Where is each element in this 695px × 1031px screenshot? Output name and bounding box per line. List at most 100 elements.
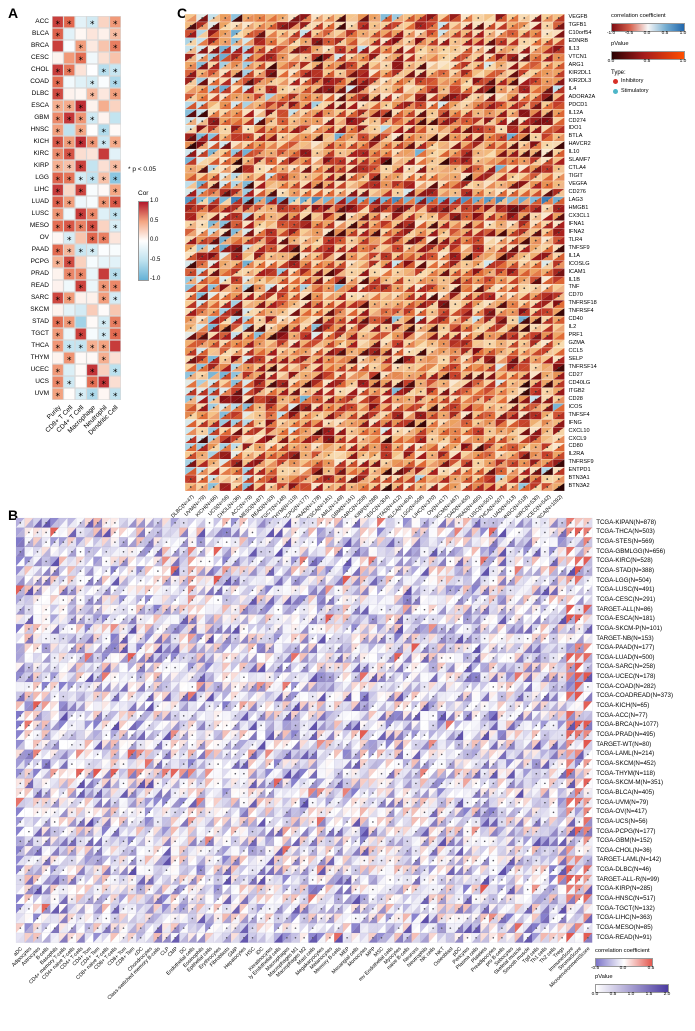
- row-label: TCGA-ESCA(N=181): [596, 615, 655, 623]
- row-label: LAG3: [568, 197, 583, 204]
- row-label: CD80: [568, 443, 583, 450]
- row-label: IDO1: [568, 125, 582, 132]
- row-label: CX3CL1: [568, 212, 590, 219]
- row-label: TCGA-KIRC(N=528): [596, 557, 653, 565]
- row-label: KIRP: [33, 161, 49, 169]
- row-label: ARG1: [568, 61, 584, 68]
- row-label: READ: [30, 281, 49, 289]
- row-label: DLBC: [31, 89, 49, 97]
- row-label: TCGA-SKCM-M(N=351): [596, 779, 664, 787]
- legend-tick: 1.0: [679, 31, 687, 36]
- row-label: TCGA-CHOL(N=36): [596, 846, 652, 854]
- legend-tick: 1.5: [645, 992, 653, 997]
- legend-tick: -1.0: [150, 276, 161, 282]
- row-label: BLCA: [32, 29, 49, 37]
- row-label: TCGA-BRCA(N=1077): [596, 721, 659, 729]
- panel-a: A * p < 0.05 Cor ACCBLCABRCACESCCHOLCOAD…: [6, 6, 175, 484]
- legend-tick: 0.5: [643, 59, 651, 64]
- row-label: ICOSLG: [568, 260, 590, 267]
- type-label: Stimulatory: [621, 88, 649, 94]
- panel-b-pvalue-legend-title: pValue: [595, 974, 613, 980]
- panel-c-pvalue-colorbar: [611, 51, 685, 60]
- row-label: IL4: [568, 85, 577, 92]
- panel-b-heatmap: [6, 508, 695, 1031]
- row-label: TCGA-CESC(N=291): [596, 595, 656, 603]
- row-label: TIGIT: [568, 173, 583, 180]
- row-label: TNFSF4: [568, 411, 590, 418]
- row-label: TNF: [568, 284, 580, 291]
- stimulatory-dot-icon: [613, 89, 618, 95]
- panel-a-cor-legend-title: Cor: [138, 190, 149, 197]
- row-label: TCGA-LAML(N=214): [596, 750, 655, 758]
- row-label: HAVCR2: [568, 141, 591, 148]
- row-label: TCGA-DLBC(N=46): [596, 866, 652, 874]
- row-label: THCA: [31, 341, 49, 349]
- panel-a-cor-colorbar: [138, 201, 149, 281]
- row-label: LUAD: [31, 197, 49, 205]
- row-label: ENTPD1: [568, 467, 591, 474]
- row-label: TNFRSF14: [568, 363, 597, 370]
- row-label: PDCD1: [568, 101, 588, 108]
- row-label: TCGA-ACC(N=77): [596, 711, 648, 719]
- row-label: ITGB2: [568, 387, 585, 394]
- row-label: COAD: [30, 77, 49, 85]
- row-label: CTLA4: [568, 165, 586, 172]
- row-label: TCGA-MESO(N=85): [596, 924, 653, 932]
- row-label: TCGA-COADREAD(N=373): [596, 692, 674, 700]
- panel-c-corr-legend-title: correlation coefficient: [611, 13, 666, 19]
- type-legend-entry: Stimulatory: [613, 88, 649, 95]
- legend-tick: 0.5: [661, 31, 669, 36]
- row-label: SELP: [568, 356, 583, 363]
- row-label: BRCA: [30, 41, 49, 49]
- row-label: TARGET-WT(N=80): [596, 740, 652, 748]
- row-label: IL2: [568, 324, 577, 331]
- row-label: TCGA-THCA(N=503): [596, 528, 655, 536]
- row-label: BTLA: [568, 133, 583, 140]
- row-label: TCGA-BLCA(N=405): [596, 788, 655, 796]
- row-label: VEGFB: [568, 14, 588, 21]
- row-label: TCGA-PCPG(N=177): [596, 827, 656, 835]
- row-label: CESC: [30, 53, 49, 61]
- row-label: TLR4: [568, 236, 583, 243]
- row-label: TGFB1: [568, 22, 587, 29]
- row-label: HNSC: [30, 125, 49, 133]
- legend-tick: -1.0: [606, 31, 616, 36]
- row-label: LIHC: [34, 185, 49, 193]
- row-label: CXCL9: [568, 435, 587, 442]
- row-label: TARGET-LAML(N=142): [596, 856, 662, 864]
- row-label: CD40: [568, 316, 583, 323]
- row-label: TCGA-UVM(N=79): [596, 798, 649, 806]
- row-label: THYM: [30, 353, 49, 361]
- row-label: ICOS: [568, 403, 583, 410]
- row-label: SARC: [30, 293, 49, 301]
- type-label: Inhibitory: [621, 78, 644, 84]
- row-label: ACC: [35, 17, 49, 25]
- row-label: BTN3A2: [568, 483, 590, 490]
- legend-tick: 0.0: [619, 966, 627, 971]
- legend-tick: 2.0: [663, 992, 671, 997]
- row-label: TCGA-SKCM(N=452): [596, 759, 656, 767]
- legend-tick: 0.5: [647, 966, 655, 971]
- row-label: TCGA-PRAD(N=495): [596, 731, 656, 739]
- legend-tick: -0.5: [624, 31, 634, 36]
- row-label: TCGA-UCEC(N=178): [596, 673, 656, 681]
- row-label: TCGA-TGCT(N=132): [596, 904, 655, 912]
- row-label: OV: [39, 233, 49, 241]
- legend-tick: 1.0: [679, 59, 687, 64]
- row-label: IL12A: [568, 109, 584, 116]
- legend-tick: 0.5: [150, 217, 159, 224]
- row-label: SLAMF7: [568, 157, 591, 164]
- row-label: IL1B: [568, 276, 581, 283]
- row-label: CCL5: [568, 348, 583, 355]
- row-label: IL13: [568, 45, 580, 52]
- row-label: PRAD: [30, 269, 49, 277]
- row-label: GZMA: [568, 340, 585, 347]
- row-label: IFNA1: [568, 220, 585, 227]
- row-label: TARGET-NB(N=153): [596, 634, 654, 642]
- row-label: TCGA-LIHC(N=363): [596, 914, 653, 922]
- row-label: CD27: [568, 371, 583, 378]
- row-label: ICAM1: [568, 268, 586, 275]
- row-label: IFNG: [568, 419, 582, 426]
- row-label: TCGA-KICH(N=65): [596, 702, 650, 710]
